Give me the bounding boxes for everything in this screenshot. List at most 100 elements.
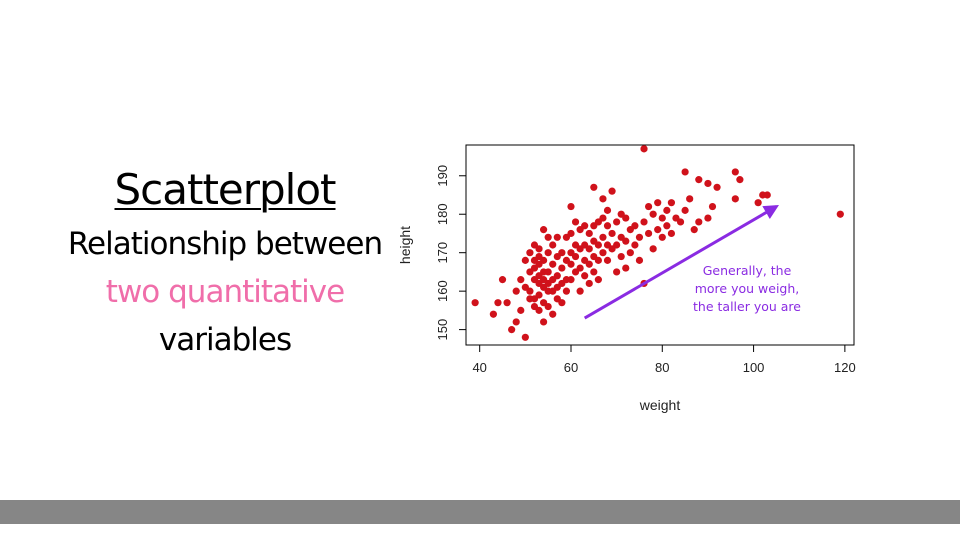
data-point bbox=[581, 222, 589, 230]
data-point bbox=[640, 145, 648, 153]
data-point bbox=[549, 260, 557, 268]
data-point bbox=[498, 276, 507, 284]
data-point bbox=[558, 299, 566, 307]
y-tick-label: 170 bbox=[435, 242, 450, 264]
data-point bbox=[526, 249, 534, 257]
annotation-line: the taller you are bbox=[693, 299, 801, 314]
slide-text-block: Scatterplot Relationship between two qua… bbox=[40, 160, 410, 364]
x-tick-label: 100 bbox=[743, 360, 765, 375]
annotation-line: more you weigh, bbox=[695, 281, 800, 296]
data-point bbox=[704, 179, 712, 188]
y-axis-label: height bbox=[397, 226, 413, 264]
data-point bbox=[603, 206, 612, 214]
data-point bbox=[613, 218, 621, 226]
data-points bbox=[471, 145, 844, 341]
data-point bbox=[517, 306, 525, 314]
data-point bbox=[585, 279, 593, 288]
data-point bbox=[553, 272, 561, 280]
data-point bbox=[654, 226, 662, 234]
data-point bbox=[599, 233, 607, 241]
data-point bbox=[540, 226, 548, 234]
data-point bbox=[585, 260, 593, 268]
trend-annotation: Generally, the more you weigh, the taller … bbox=[693, 263, 801, 314]
data-point bbox=[603, 256, 612, 264]
data-point bbox=[676, 218, 685, 226]
data-point bbox=[736, 176, 744, 184]
data-point bbox=[731, 195, 739, 203]
data-point bbox=[608, 229, 616, 238]
data-point bbox=[544, 249, 552, 257]
data-point bbox=[503, 299, 511, 307]
data-point bbox=[613, 241, 621, 249]
y-tick-label: 160 bbox=[435, 280, 450, 302]
data-point bbox=[562, 287, 571, 295]
data-point bbox=[576, 287, 584, 295]
data-point bbox=[494, 299, 502, 307]
data-point bbox=[649, 210, 657, 218]
data-point bbox=[622, 214, 630, 222]
data-point bbox=[631, 222, 639, 230]
data-point bbox=[754, 199, 762, 207]
data-point bbox=[763, 191, 771, 199]
data-point bbox=[599, 249, 607, 257]
data-point bbox=[512, 287, 520, 295]
data-point bbox=[576, 264, 584, 272]
data-point bbox=[508, 326, 516, 334]
data-point bbox=[535, 245, 543, 253]
data-point bbox=[549, 241, 557, 249]
x-tick-label: 120 bbox=[834, 360, 856, 375]
data-point bbox=[517, 276, 525, 284]
data-point bbox=[635, 233, 644, 241]
data-point bbox=[654, 199, 662, 207]
x-axis: 40 60 80 100 120 bbox=[472, 345, 856, 375]
y-axis: 150 160 170 180 190 bbox=[435, 165, 466, 340]
data-point bbox=[567, 276, 575, 284]
plot-frame bbox=[465, 144, 855, 346]
data-point bbox=[658, 233, 666, 241]
data-point bbox=[626, 249, 634, 257]
data-point bbox=[581, 272, 589, 280]
data-point bbox=[585, 229, 593, 238]
data-point bbox=[631, 241, 639, 249]
data-point bbox=[558, 249, 566, 257]
data-point bbox=[521, 333, 529, 341]
data-point bbox=[535, 306, 543, 314]
data-point bbox=[708, 202, 717, 211]
data-point bbox=[549, 310, 557, 318]
data-point bbox=[585, 245, 593, 253]
data-point bbox=[613, 268, 621, 276]
data-point bbox=[690, 226, 698, 234]
data-point bbox=[567, 229, 575, 238]
data-point bbox=[608, 187, 616, 195]
data-point bbox=[535, 291, 543, 299]
data-point bbox=[594, 256, 602, 264]
data-point bbox=[599, 214, 607, 222]
data-point bbox=[544, 233, 552, 241]
data-point bbox=[512, 318, 520, 326]
data-point bbox=[540, 318, 548, 326]
x-tick-label: 60 bbox=[564, 360, 578, 375]
data-point bbox=[544, 268, 552, 276]
data-point bbox=[667, 229, 676, 238]
data-point bbox=[695, 218, 703, 226]
data-point bbox=[644, 202, 653, 211]
footer-bar bbox=[0, 500, 960, 524]
y-tick-label: 180 bbox=[435, 203, 450, 225]
subtitle-line-1: Relationship between bbox=[67, 226, 383, 262]
data-point bbox=[590, 183, 598, 191]
data-point bbox=[471, 299, 479, 307]
data-point bbox=[617, 252, 625, 261]
data-point bbox=[704, 214, 712, 222]
data-point bbox=[603, 222, 612, 230]
data-point bbox=[695, 176, 703, 184]
data-point bbox=[635, 256, 644, 264]
scatterplot-chart: 40 60 80 100 120 150 160 170 180 190 Generally, … bbox=[395, 130, 875, 430]
data-point bbox=[526, 287, 534, 295]
data-point bbox=[681, 168, 689, 176]
data-point bbox=[571, 218, 580, 226]
data-point bbox=[567, 202, 575, 211]
data-point bbox=[644, 229, 653, 238]
data-point bbox=[594, 241, 602, 249]
data-point bbox=[521, 256, 529, 264]
